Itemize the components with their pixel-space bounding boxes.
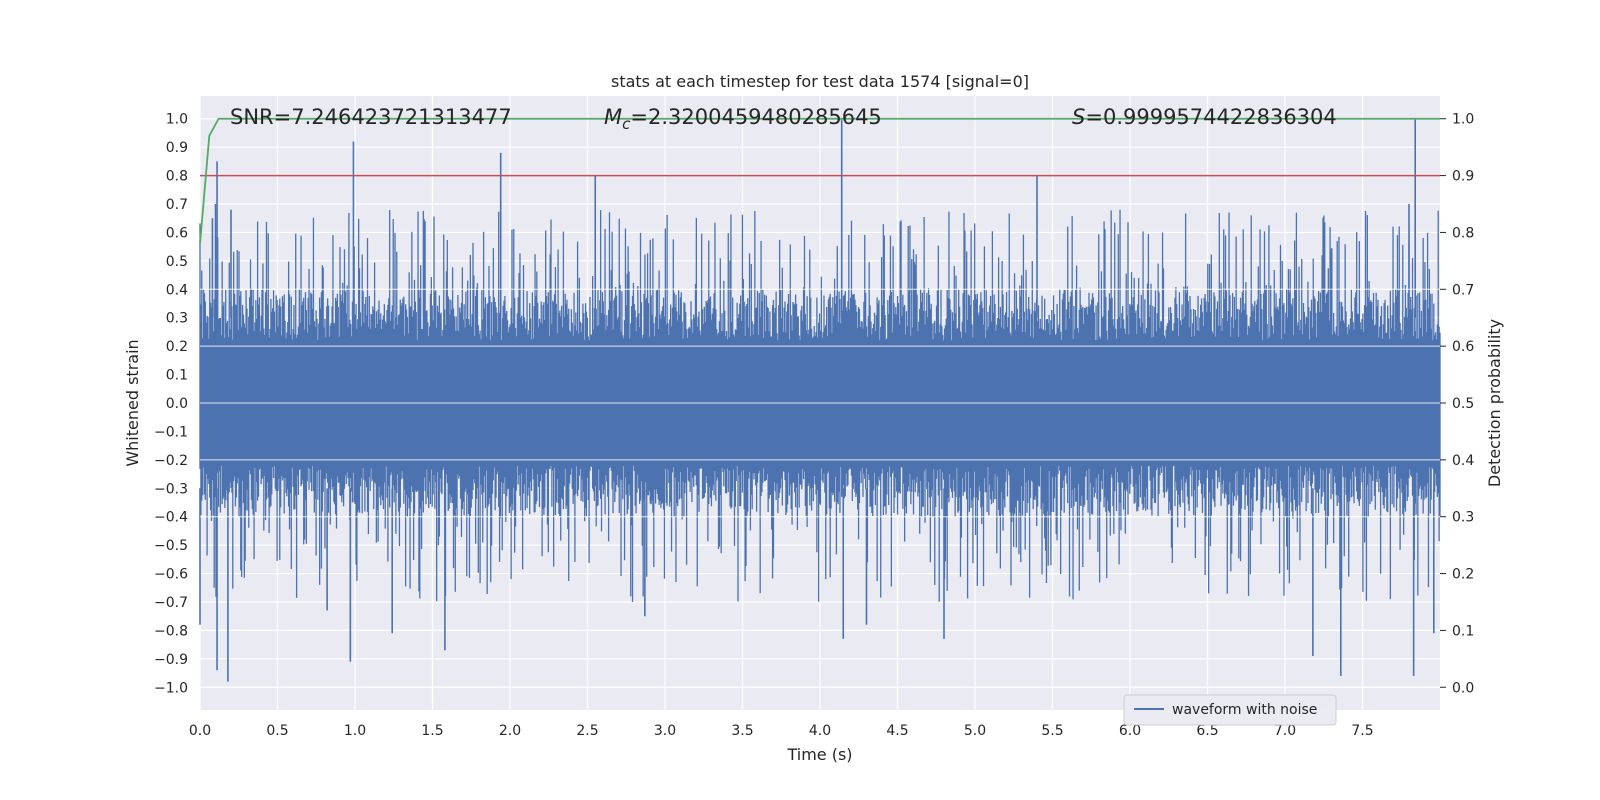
snr-label: SNR bbox=[230, 105, 274, 129]
y-tick-label-15: 0.5 bbox=[166, 254, 188, 270]
x-tick-label-2: 1.0 bbox=[344, 723, 366, 739]
mc-value: 2.3200459480285645 bbox=[648, 105, 882, 129]
x-tick-label-13: 6.5 bbox=[1196, 723, 1218, 739]
snr-annotation: SNR=7.246423721313477 bbox=[230, 105, 512, 129]
y-tick-label-4: −0.6 bbox=[154, 567, 188, 583]
x-tick-label-0: 0.0 bbox=[189, 723, 211, 739]
snr-value: 7.246423721313477 bbox=[291, 105, 511, 129]
y-tick-label-13: 0.3 bbox=[166, 311, 188, 327]
y-tick-label-6: −0.4 bbox=[154, 510, 188, 526]
y-tick-label-12: 0.2 bbox=[166, 339, 188, 355]
y-tick-label-11: 0.1 bbox=[166, 368, 188, 384]
y-tick-label-19: 0.9 bbox=[166, 140, 188, 156]
y2-tick-label-0: 0.0 bbox=[1452, 680, 1474, 696]
y2-axis-label: Detection probability bbox=[1485, 319, 1504, 487]
x-tick-label-14: 7.0 bbox=[1274, 723, 1296, 739]
mc-annotation: Mc=2.3200459480285645 bbox=[604, 105, 882, 133]
s-annotation: S=0.9999574422836304 bbox=[1072, 105, 1337, 129]
overlay-lines bbox=[199, 117, 1440, 244]
x-tick-label-15: 7.5 bbox=[1351, 723, 1373, 739]
x-tick-label-8: 4.0 bbox=[809, 723, 831, 739]
y-tick-label-16: 0.6 bbox=[166, 225, 188, 241]
y2-tick-label-4: 0.4 bbox=[1452, 453, 1474, 469]
y-axis-label: Whitened strain bbox=[123, 339, 142, 466]
s-value: 0.9999574422836304 bbox=[1103, 105, 1337, 129]
y2-tick-labels: 0.0 0.1 0.2 0.3 0.4 0.5 0.6 0.7 0.8 0.9 1.0 bbox=[1440, 112, 1474, 696]
x-tick-label-10: 5.0 bbox=[964, 723, 986, 739]
y-tick-label-17: 0.7 bbox=[166, 197, 188, 213]
y-tick-label-0: −1.0 bbox=[154, 680, 188, 696]
y-tick-label-7: −0.3 bbox=[154, 481, 188, 497]
legend-entry-waveform: waveform with noise bbox=[1172, 702, 1317, 718]
y2-tick-label-1: 0.1 bbox=[1452, 623, 1474, 639]
y2-tick-label-10: 1.0 bbox=[1452, 112, 1474, 128]
detection-probability-line bbox=[199, 117, 1440, 244]
y2-tick-label-5: 0.5 bbox=[1452, 396, 1474, 412]
y-tick-label-9: −0.1 bbox=[154, 424, 188, 440]
x-tick-label-12: 6.0 bbox=[1119, 723, 1141, 739]
x-tick-label-6: 3.0 bbox=[654, 723, 676, 739]
chart-title: stats at each timestep for test data 157… bbox=[611, 72, 1029, 91]
mc-subscript: c bbox=[622, 115, 631, 133]
x-tick-label-3: 1.5 bbox=[421, 723, 443, 739]
waveform-series bbox=[199, 118, 1441, 682]
y2-tick-label-3: 0.3 bbox=[1452, 510, 1474, 526]
y-tick-label-14: 0.4 bbox=[166, 282, 188, 298]
y2-tick-label-9: 0.9 bbox=[1452, 169, 1474, 185]
legend-box bbox=[1123, 694, 1337, 726]
y2-tick-label-7: 0.7 bbox=[1452, 282, 1474, 298]
x-tick-label-11: 5.5 bbox=[1041, 723, 1063, 739]
y-tick-label-5: −0.5 bbox=[154, 538, 188, 554]
y-tick-label-18: 0.8 bbox=[166, 169, 188, 185]
x-axis-label: Time (s) bbox=[786, 745, 852, 764]
y-tick-labels: −1.0 −0.9 −0.8 −0.7 −0.6 −0.5 −0.4 −0.3 −0.2 −0.1… bbox=[154, 112, 188, 697]
y-tick-label-2: −0.8 bbox=[154, 623, 188, 639]
x-tick-label-1: 0.5 bbox=[266, 723, 288, 739]
y-tick-label-1: −0.9 bbox=[154, 652, 188, 668]
y-tick-label-8: −0.2 bbox=[154, 453, 188, 469]
y-tick-label-3: −0.7 bbox=[154, 595, 188, 611]
y2-tick-label-6: 0.6 bbox=[1452, 339, 1474, 355]
y2-tick-label-2: 0.2 bbox=[1452, 567, 1474, 583]
y-tick-label-20: 1.0 bbox=[166, 112, 188, 128]
x-tick-label-7: 3.5 bbox=[731, 723, 753, 739]
mc-label: M bbox=[604, 105, 622, 129]
s-label: S bbox=[1072, 105, 1085, 129]
legend: waveform with noise bbox=[1123, 694, 1337, 726]
y2-tick-label-8: 0.8 bbox=[1452, 225, 1474, 241]
x-tick-label-4: 2.0 bbox=[499, 723, 521, 739]
y-tick-label-10: 0.0 bbox=[166, 396, 188, 412]
x-tick-label-5: 2.5 bbox=[576, 723, 598, 739]
x-tick-label-9: 4.5 bbox=[886, 723, 908, 739]
x-tick-labels: 0.0 0.5 1.0 1.5 2.0 2.5 3.0 3.5 4.0 4.5 5.0 5.5 6.0 6… bbox=[189, 723, 1374, 739]
